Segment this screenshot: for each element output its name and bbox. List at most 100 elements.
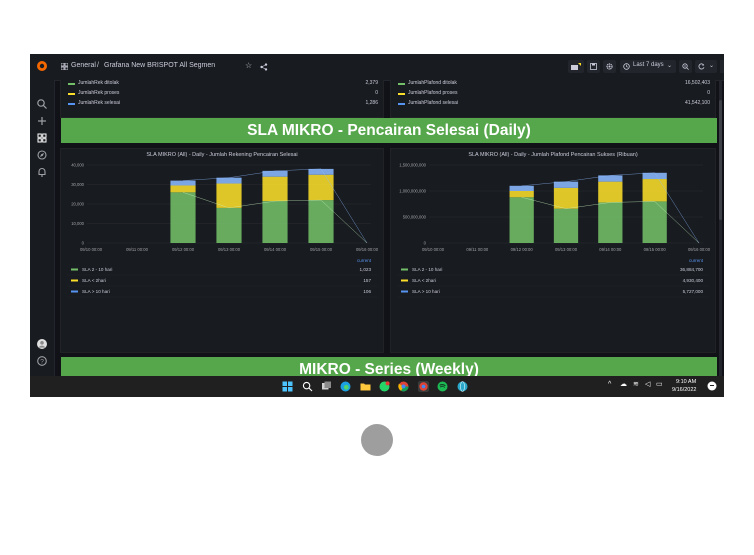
panel-title-daily-plafond[interactable]: SLA MIKRO (All) - Daily - Jumlah Plafond… [468,152,638,158]
legend-label[interactable]: JumlahRek ditolak [78,80,119,86]
bar-segment[interactable] [170,192,196,243]
legend-header-current[interactable]: current [689,258,704,263]
bar-segment[interactable] [170,185,196,193]
zoom-out-button[interactable] [679,60,692,73]
spotify-icon[interactable] [437,381,448,392]
taskbar-date[interactable]: 9/16/2022 [672,387,697,393]
chart-daily-plafond[interactable]: 0 500,000,000 1,000,000,000 1,500,000,000 09… [391,149,715,352]
bar-segment[interactable] [308,200,334,243]
legend-label[interactable]: JumlahRek selesai [78,100,120,106]
taskbar-time[interactable]: 9:10 AM [676,379,697,385]
legend-label[interactable]: SLA 2 - 10 hari [412,267,442,272]
volume-icon[interactable]: ◁ [645,381,651,388]
notification-icon[interactable] [707,381,717,391]
time-picker-button[interactable]: Last 7 days ⌄ [620,60,676,73]
battery-icon[interactable]: ▭ [656,381,663,388]
x-tick-label: 09/13 00:00 [218,247,241,252]
wifi-icon[interactable]: ≋ [633,381,639,388]
dashboards-icon[interactable] [36,132,48,144]
explore-icon[interactable] [36,149,48,161]
legend-value: 36,884,700 [680,267,703,272]
breadcrumb-folder[interactable]: General [71,62,96,69]
search-icon[interactable] [36,98,48,110]
bar-segment[interactable] [308,168,334,175]
bar-segment[interactable] [598,202,623,243]
tv-mode-button[interactable] [720,60,724,73]
windows-start-icon[interactable] [282,381,293,392]
legend-label[interactable]: JumlahPlafond proses [408,90,458,96]
bar-segment[interactable] [642,179,667,202]
bar-segment[interactable] [170,180,196,186]
legend-label[interactable]: SLA < 2hari [412,278,436,283]
legend-label[interactable]: SLA > 10 hari [82,289,110,294]
legend-panel-left [60,80,384,118]
alerting-bell-icon[interactable] [36,166,48,178]
bar-segment[interactable] [509,197,534,243]
series-total-line [521,172,700,244]
legend-label[interactable]: JumlahPlafond selesai [408,100,459,106]
x-tick-label: 09/16 00:00 [688,247,711,252]
dashboard-settings-button[interactable] [603,60,616,73]
legend-label[interactable]: JumlahPlafond ditolak [408,80,457,86]
legend-header-current[interactable]: current [357,258,372,263]
bar-segment[interactable] [216,207,242,243]
tray-chevron-up-icon[interactable]: ^ [608,381,612,388]
legend-value: 0 [375,90,378,96]
task-view-icon[interactable] [321,381,332,392]
plus-icon[interactable] [36,115,48,127]
taskbar-search-icon[interactable] [302,381,313,392]
panel-daily-rekening[interactable]: SLA MIKRO (All) - Daily - Jumlah Rekenin… [60,148,384,353]
legend-label[interactable]: SLA < 2hari [82,278,106,283]
panel-daily-plafond[interactable]: SLA MIKRO (All) - Daily - Jumlah Plafond… [390,148,716,353]
dashboard-title[interactable]: Grafana New BRISPOT All Segmen [104,62,216,69]
bar-segment[interactable] [642,201,667,243]
bar-segment[interactable] [509,191,534,198]
legend-value: 5,727,000 [683,289,704,294]
scrollbar-track[interactable] [719,80,722,376]
time-range-label: Last 7 days [633,62,664,68]
legend-label[interactable]: SLA > 10 hari [412,289,440,294]
chrome-active-icon[interactable] [418,381,429,392]
panel-title-daily-rekening[interactable]: SLA MIKRO (All) - Daily - Jumlah Rekenin… [146,152,298,158]
add-panel-button[interactable] [568,60,584,73]
tray-cloud-icon[interactable]: ☁ [620,381,627,388]
file-explorer-icon[interactable] [360,381,371,392]
series-total-line [182,168,368,244]
y-tick-label: 20,000 [71,202,84,207]
y-tick-label: 1,500,000,000 [399,163,426,168]
user-avatar-icon[interactable] [36,338,48,350]
bar-segment[interactable] [598,181,623,203]
legend-label[interactable]: JumlahRek proses [78,90,120,96]
legend-swatch [68,103,75,105]
refresh-icon [698,63,705,70]
bar-segment[interactable] [262,201,288,243]
bar-segment[interactable] [216,183,242,208]
bar-segment[interactable] [553,181,579,188]
save-dashboard-button[interactable] [587,60,600,73]
share-icon[interactable] [260,63,268,71]
help-icon[interactable]: ? [36,355,48,367]
dashboard-grid-icon [61,63,68,70]
bar-segment[interactable] [262,176,288,202]
slide-indicator-dot[interactable] [361,424,393,456]
bar-segment[interactable] [509,185,534,191]
bar-segment[interactable] [598,175,623,182]
legend-label[interactable]: SLA 2 - 10 hari [82,267,112,272]
chart-daily-rekening[interactable]: 0 10,000 20,000 30,000 40,000 09/10 00:00 09/1… [61,149,383,352]
chrome-icon[interactable] [398,381,409,392]
globe-app-icon[interactable] [457,381,468,392]
y-tick-label: 1,000,000,000 [399,189,426,194]
whatsapp-icon[interactable] [379,381,390,392]
scrollbar-thumb[interactable] [719,100,722,220]
legend-value: 4,930,400 [683,278,704,283]
bar-segment[interactable] [553,208,579,243]
bar-segment[interactable] [262,170,288,177]
grafana-logo-icon[interactable] [36,60,48,72]
bar-segment[interactable] [642,172,667,180]
edge-browser-icon[interactable] [340,381,351,392]
bar-segment[interactable] [216,177,242,184]
bar-segment[interactable] [553,187,579,209]
bar-segment[interactable] [308,174,334,201]
refresh-button[interactable]: ⌄ [695,60,717,73]
star-icon[interactable]: ☆ [245,61,253,70]
